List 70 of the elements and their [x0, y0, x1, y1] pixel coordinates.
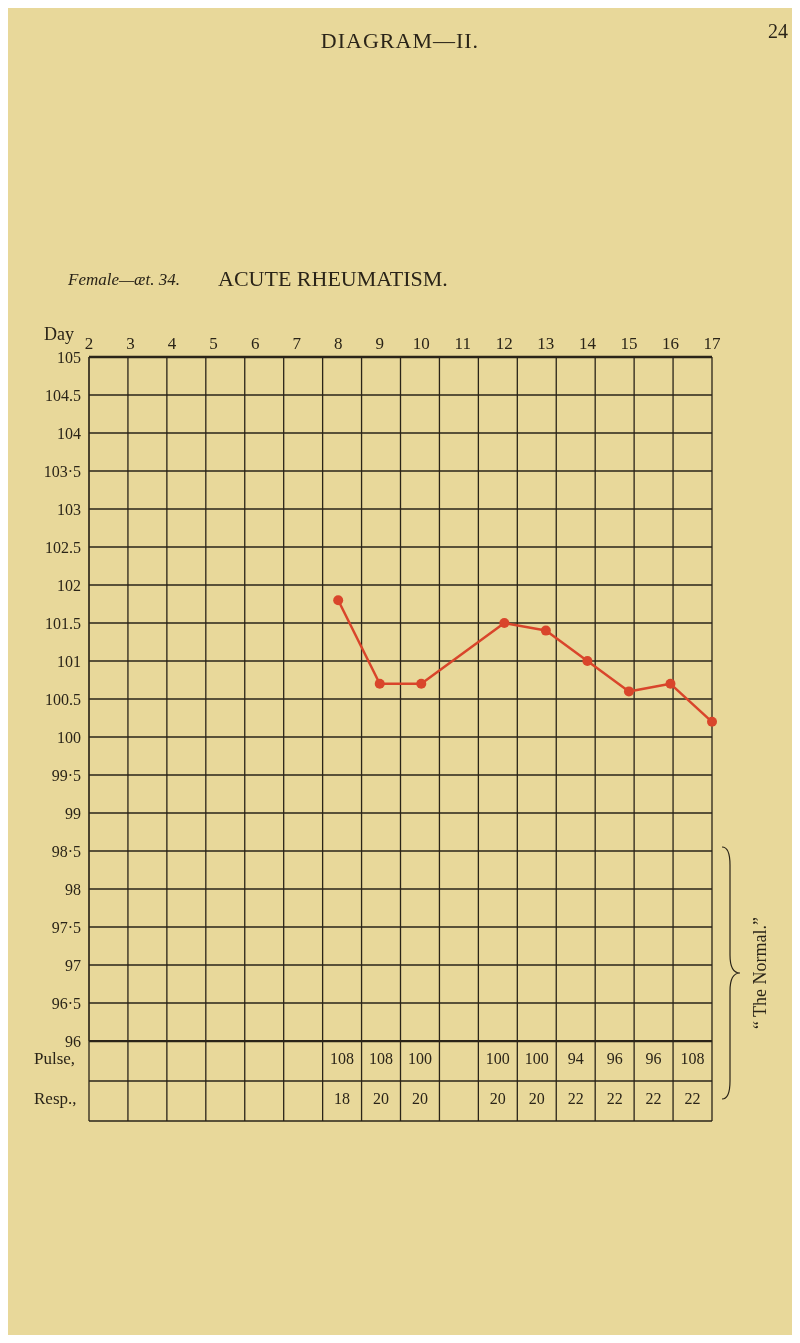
text: 108 [679, 1050, 706, 1068]
chart-title: DIAGRAM—II. [320, 28, 480, 53]
text: 108 [329, 1050, 356, 1068]
x-tick-label: 14 [578, 334, 597, 353]
y-tick-label: 98·5 [51, 842, 81, 860]
y-tick-label: 96·5 [51, 994, 81, 1012]
y-tick-label: 103 [57, 500, 81, 518]
y-tick-label: 102.5 [45, 538, 81, 556]
point [333, 595, 344, 606]
y-tick-label: 101 [57, 652, 81, 670]
point [582, 656, 593, 666]
text: 20 [527, 1090, 546, 1108]
y-tick-label: 97·5 [51, 918, 81, 936]
x-tick-label: 15 [620, 334, 638, 353]
y-tick-label: 99·5 [51, 766, 81, 784]
text: 108 [368, 1050, 395, 1068]
y-tick-label: 102 [57, 576, 81, 594]
text: 94 [566, 1050, 585, 1068]
x-tick-label: 12 [495, 334, 513, 353]
x-tick-label: 11 [454, 334, 471, 353]
x-tick-label: 3 [126, 334, 135, 353]
text: 22 [566, 1090, 585, 1108]
y-tick-label: 97 [65, 956, 81, 974]
x-tick-label: 5 [209, 334, 218, 353]
y-tick-label: 104 [57, 424, 81, 442]
y-tick-label: 104.5 [45, 386, 81, 404]
x-tick-label: 13 [537, 334, 555, 353]
text: 22 [683, 1090, 702, 1108]
y-tick-label: 100.5 [45, 690, 81, 708]
text: 22 [605, 1090, 624, 1108]
point [540, 625, 551, 636]
text: 96 [644, 1050, 663, 1068]
text: 20 [372, 1090, 391, 1108]
point [499, 618, 510, 628]
y-tick-label: 100 [57, 728, 81, 746]
point [707, 716, 717, 727]
y-tick-label: 103·5 [43, 462, 81, 480]
text: Resp., [34, 1089, 77, 1109]
text: 24 [768, 20, 788, 43]
text: 100 [406, 1050, 433, 1068]
point [374, 678, 385, 689]
x-tick-label: 7 [292, 334, 302, 353]
x-tick-label: 10 [412, 334, 430, 353]
x-tick-label: 9 [375, 334, 384, 353]
y-tick-label: 98 [65, 880, 81, 898]
text: 100 [523, 1050, 550, 1068]
text: “ The Normal.” [749, 916, 771, 1030]
text: 22 [644, 1090, 663, 1108]
x-axis-title: Day [44, 324, 74, 345]
y-tick-label: 101.5 [45, 614, 81, 632]
text: Female—æt. 34. [68, 270, 180, 290]
text: 20 [488, 1090, 507, 1108]
y-tick-label: 105 [57, 348, 81, 366]
text: Pulse, [34, 1049, 76, 1069]
x-tick-label: 16 [661, 334, 679, 353]
text: 18 [333, 1090, 352, 1108]
chart-subtitle: ACUTE RHEUMATISM. [218, 266, 448, 292]
text: 96 [605, 1050, 624, 1068]
x-tick-label: 8 [333, 334, 343, 353]
x-tick-label: 4 [167, 334, 177, 353]
x-tick-label: 2 [84, 334, 94, 353]
x-tick-label: 17 [703, 334, 721, 353]
x-tick-label: 6 [250, 334, 260, 353]
point [665, 678, 676, 689]
y-tick-label: 99 [65, 804, 81, 822]
point [416, 678, 427, 689]
point [623, 686, 634, 697]
y-tick-label: 96 [65, 1032, 81, 1050]
text: 20 [410, 1090, 429, 1108]
text: 100 [484, 1050, 511, 1068]
